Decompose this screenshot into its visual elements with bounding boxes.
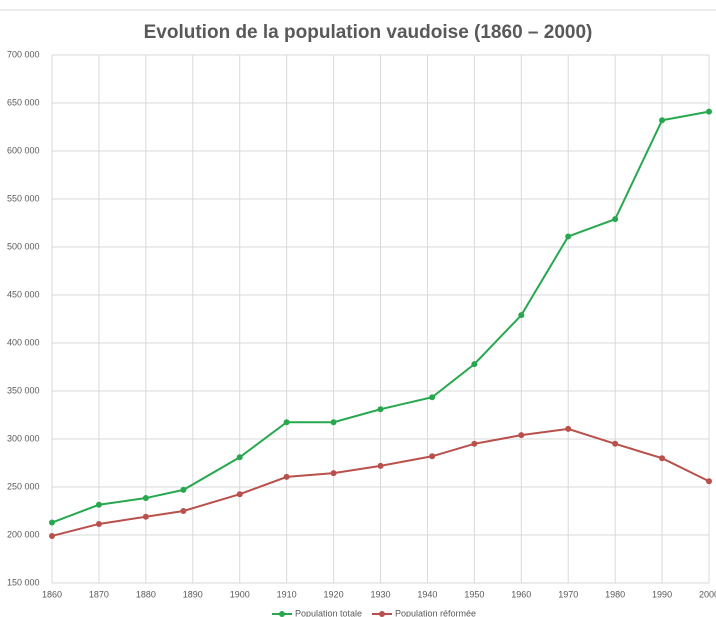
y-tick-label: 550 000 [7,193,40,203]
y-tick-label: 250 000 [7,481,40,491]
data-point [706,108,712,115]
data-point [180,508,187,514]
data-point [236,454,243,461]
x-tick-label: 1870 [89,589,109,599]
data-point [565,425,572,432]
y-tick-label: 600 000 [7,145,40,155]
data-point [518,312,525,319]
data-point [49,532,55,539]
x-tick-label: 2000 [699,589,716,599]
data-point [377,462,384,469]
data-point [49,519,55,526]
data-point [377,406,384,413]
data-point [429,453,436,460]
y-tick-label: 500 000 [7,241,40,251]
data-point [659,455,666,462]
data-point [471,440,478,447]
x-tick-label: 1960 [511,589,531,599]
y-tick-label: 450 000 [7,289,40,299]
data-point [471,361,478,368]
x-tick-label: 1890 [183,589,203,599]
data-point [612,216,619,223]
y-tick-label: 200 000 [7,529,40,539]
data-point [612,440,619,447]
data-point [283,419,290,426]
y-tick-label: 150 000 [7,577,40,587]
legend-label: Population totale [295,608,362,617]
x-tick-label: 1930 [370,589,390,599]
legend-marker [379,611,385,617]
y-tick-label: 650 000 [7,97,40,107]
data-point [565,233,572,240]
y-tick-label: 300 000 [7,433,40,443]
data-point [706,478,712,485]
data-point [330,470,337,477]
data-point [95,520,102,527]
x-tick-label: 1990 [652,589,672,599]
y-tick-label: 350 000 [7,385,40,395]
y-tick-label: 400 000 [7,337,40,347]
data-point [95,501,102,508]
data-point [330,419,337,426]
x-tick-label: 1880 [136,589,156,599]
x-tick-label: 1920 [324,589,344,599]
data-point [142,495,149,502]
x-tick-label: 1910 [277,589,297,599]
y-tick-label: 700 000 [7,49,40,59]
x-tick-label: 1950 [464,589,484,599]
x-tick-label: 1970 [558,589,578,599]
data-point [142,513,149,520]
data-point [659,117,666,124]
chart-title: Evolution de la population vaudoise (186… [144,22,593,43]
legend-marker [279,611,285,617]
data-point [180,486,187,493]
x-tick-label: 1980 [605,589,625,599]
legend-label: Population réformée [395,608,476,617]
x-tick-label: 1860 [42,589,62,599]
data-point [236,491,243,498]
x-tick-label: 1900 [230,589,250,599]
data-point [429,394,436,401]
x-tick-label: 1940 [417,589,437,599]
data-point [283,473,290,480]
data-point [518,432,525,439]
